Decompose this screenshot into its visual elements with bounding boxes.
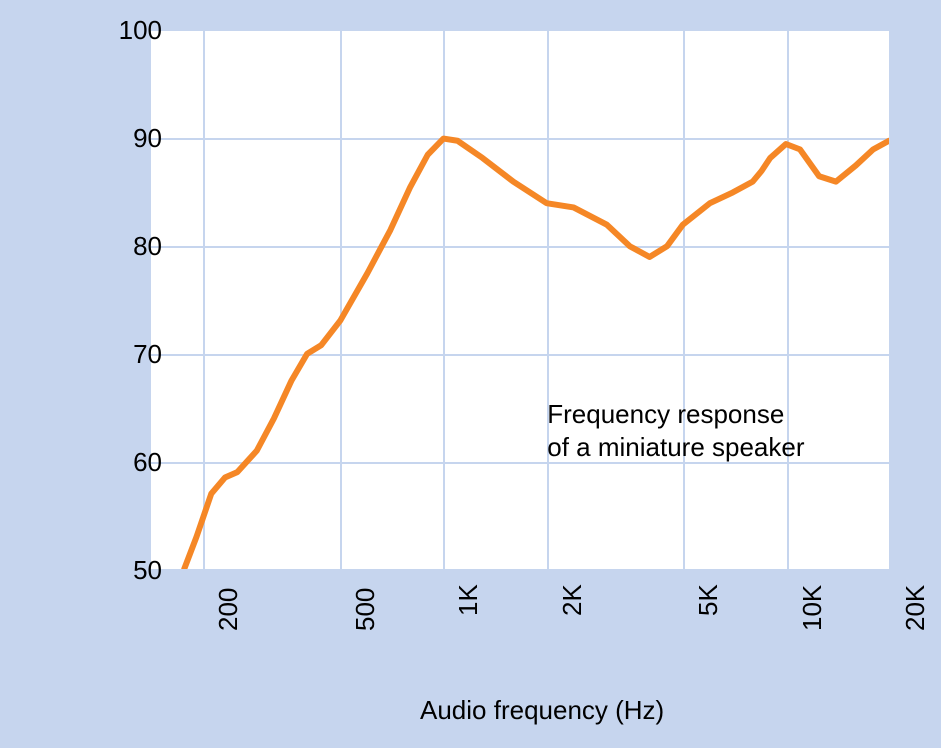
x-tick-label: 5K [693,584,724,616]
y-tick-label: 80 [102,231,162,262]
gridline-vertical [547,31,549,569]
gridline-horizontal [151,354,889,356]
annotation-line-1: Frequency response [547,399,784,429]
gridline-vertical [340,31,342,569]
annotation-line-2: of a miniature speaker [547,432,804,462]
y-tick-label: 50 [102,555,162,586]
x-tick-label: 10K [797,585,828,631]
plot-area: Frequency response of a miniature speake… [150,30,890,570]
gridline-vertical [203,31,205,569]
y-tick-label: 100 [102,15,162,46]
x-tick-label: 1K [453,584,484,616]
gridline-vertical [787,31,789,569]
gridline-horizontal [151,246,889,248]
frequency-response-chart: Sound Pressure (dBSPL) Audio frequency (… [40,25,910,725]
response-curve [151,31,889,569]
gridline-vertical [683,31,685,569]
x-tick-label: 2K [557,584,588,616]
x-axis-label: Audio frequency (Hz) [420,695,664,726]
x-tick-label: 200 [213,588,244,631]
gridline-horizontal [151,138,889,140]
y-tick-label: 60 [102,447,162,478]
x-tick-label: 500 [350,588,381,631]
gridline-vertical [443,31,445,569]
y-tick-label: 70 [102,339,162,370]
y-tick-label: 90 [102,123,162,154]
chart-annotation: Frequency response of a miniature speake… [547,398,804,463]
x-tick-label: 20K [900,585,931,631]
